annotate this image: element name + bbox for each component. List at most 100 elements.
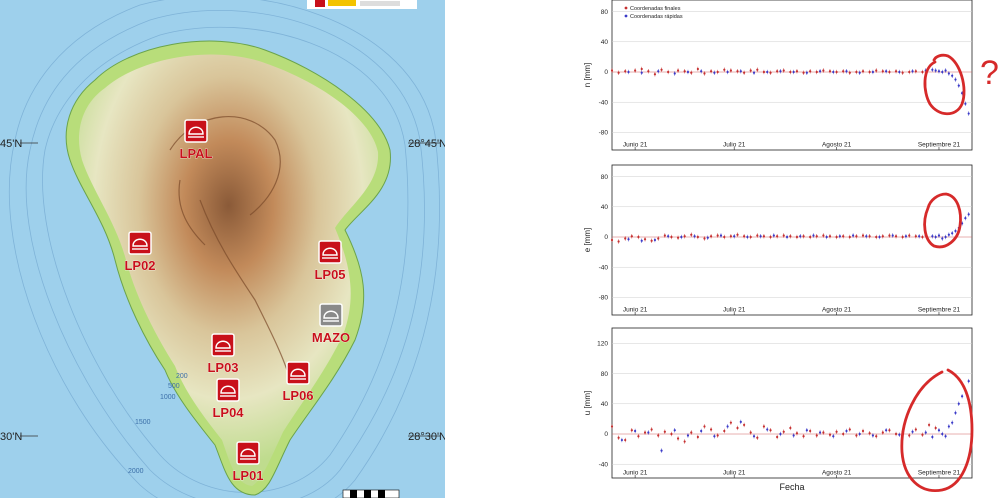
station-lpal[interactable]: LPAL [179,119,213,161]
data-point [706,236,709,239]
data-point [835,430,838,433]
data-point [855,235,858,238]
data-point [868,70,871,74]
data-point [769,429,772,432]
station-mazo[interactable]: MAZO [312,303,350,345]
station-lp05[interactable]: LP05 [314,240,346,282]
data-point [789,235,792,238]
data-point [944,69,947,72]
data-point [653,73,657,76]
data-point [673,72,676,75]
station-icon [318,240,342,264]
station-icon [216,378,240,402]
data-point [789,426,792,430]
data-point [762,235,766,238]
data-point [690,431,693,434]
station-icon [319,303,343,327]
y-tick-label: -80 [599,295,609,302]
data-point [762,425,766,428]
data-point [921,235,924,239]
annotation-circle-north [923,53,966,116]
data-point [726,70,729,74]
legend-rapid-label: Coordenadas rápidas [630,14,683,20]
institution-logo [307,0,417,9]
x-tick-label: Septiembre 21 [918,307,961,314]
y-tick-label: -40 [599,99,609,106]
data-point [818,70,822,73]
data-point [610,69,614,72]
y-tick-label: -80 [599,130,609,137]
data-point [762,70,766,74]
legend-final-label: Coordenadas finales [630,6,681,12]
data-point [799,235,802,238]
data-point [861,429,865,433]
data-point [894,70,898,73]
data-point [749,235,752,239]
data-point [914,235,917,238]
contour-label: 1000 [160,394,176,401]
antenna-dome-icon [290,368,306,377]
lat-label-left-30: 30'N [0,431,22,443]
data-point [875,435,878,438]
series-rapid [627,67,970,116]
data-point [825,235,828,239]
data-point [769,71,772,74]
station-lp04[interactable]: LP04 [212,378,245,420]
data-point [964,102,967,105]
plot-frame [611,0,973,151]
data-point [670,235,673,239]
data-point [881,70,884,73]
data-point [937,429,941,432]
data-point [729,421,732,424]
data-point [858,71,861,74]
data-point [686,434,690,437]
data-point [739,420,742,424]
data-point [858,432,861,436]
data-point [947,72,950,75]
data-point [941,237,944,240]
data-point [967,112,970,115]
data-point [822,431,825,434]
antenna-dome-icon [220,385,236,394]
data-point [828,433,832,436]
data-point [716,234,719,237]
station-label: LP05 [314,267,345,282]
series-rapid [620,378,970,453]
data-point [934,426,937,430]
data-point [967,380,970,383]
data-point [749,69,752,72]
y-axis-label: n [mm] [583,63,592,87]
data-point [779,70,782,73]
annotation-question-mark: ? [980,54,999,92]
data-point [653,238,657,242]
data-point [805,71,808,74]
la-palma-station-map: 45'N 28°45'N 30'N 28°30'N 200 500 1000 1… [0,0,445,498]
data-point [683,440,686,443]
lat-label-right-30: 28°30'N [408,431,445,443]
data-point [680,235,683,239]
contour-label: 200 [176,373,188,380]
antenna-dome-icon [323,310,339,319]
station-lp03[interactable]: LP03 [207,333,239,375]
data-point [663,234,666,237]
y-tick-label: -40 [599,264,609,271]
data-point [733,235,736,238]
station-lp06[interactable]: LP06 [282,361,314,403]
data-point [845,429,848,433]
station-label: MAZO [312,330,350,345]
data-point [756,436,759,439]
data-point [643,431,647,434]
data-point [828,70,832,73]
data-point [785,235,789,239]
antenna-dome-icon [188,126,204,135]
data-point [885,429,888,432]
station-lp02[interactable]: LP02 [124,231,156,273]
station-label: LP06 [282,388,313,403]
data-point [782,234,785,237]
station-lp01[interactable]: LP01 [232,441,264,483]
chart-north-component: -80 -40 0 40 80 Junio 21 Julio 21 Agosto 21 Sept… [583,0,973,151]
scale-bar [342,489,400,498]
data-point [908,234,911,237]
data-point [954,229,957,233]
data-point [848,235,851,239]
